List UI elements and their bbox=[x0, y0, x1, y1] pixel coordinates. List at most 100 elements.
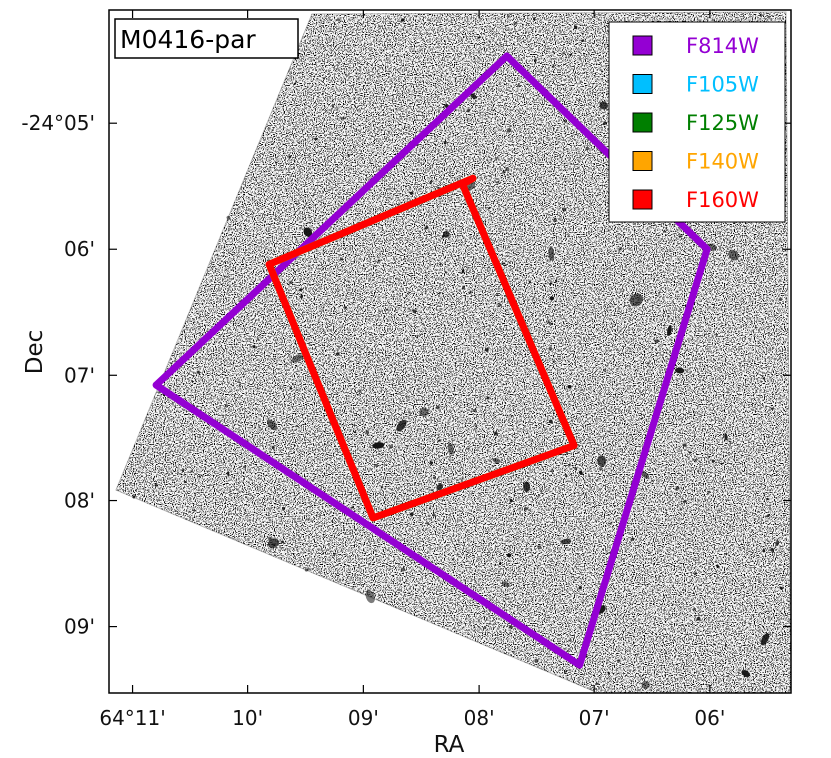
sky-source bbox=[537, 464, 539, 466]
sky-source bbox=[400, 567, 406, 572]
sky-source bbox=[299, 288, 303, 291]
sky-source bbox=[486, 396, 490, 400]
sky-source bbox=[583, 394, 586, 396]
sky-source bbox=[513, 21, 518, 25]
sky-source bbox=[567, 384, 572, 389]
sky-source bbox=[304, 216, 307, 218]
sky-source bbox=[567, 234, 570, 237]
sky-source bbox=[498, 561, 502, 565]
sky-source bbox=[473, 585, 475, 587]
sky-source bbox=[527, 284, 529, 287]
sky-source bbox=[560, 538, 572, 545]
sky-source bbox=[760, 633, 770, 646]
sky-source bbox=[618, 296, 621, 299]
sky-source bbox=[444, 271, 448, 274]
sky-source bbox=[485, 619, 488, 621]
sky-source bbox=[711, 459, 715, 463]
sky-source bbox=[648, 551, 651, 553]
sky-source bbox=[282, 507, 285, 511]
y-axis-label: Dec bbox=[22, 330, 48, 375]
sky-source bbox=[312, 538, 314, 541]
legend-label-f160w: F160W bbox=[686, 188, 759, 212]
sky-source bbox=[401, 18, 405, 22]
sky-source bbox=[497, 303, 502, 308]
sky-source bbox=[466, 309, 468, 312]
sky-source bbox=[199, 316, 201, 318]
sky-source bbox=[441, 234, 445, 238]
sky-source bbox=[340, 117, 346, 120]
sky-source bbox=[224, 403, 228, 408]
sky-source bbox=[693, 411, 695, 413]
sky-source bbox=[408, 291, 410, 294]
sky-source bbox=[272, 543, 276, 546]
sky-source bbox=[578, 99, 581, 101]
legend-label-f125w: F125W bbox=[686, 111, 759, 135]
sky-source bbox=[621, 628, 623, 630]
sky-source bbox=[429, 166, 432, 170]
sky-source bbox=[227, 290, 230, 292]
sky-source bbox=[597, 455, 607, 467]
y-tick-label: 08' bbox=[64, 489, 95, 513]
sky-source bbox=[562, 207, 567, 212]
sky-source bbox=[431, 450, 433, 452]
sky-source bbox=[654, 263, 656, 265]
sky-source bbox=[721, 357, 724, 359]
sky-source bbox=[607, 671, 610, 675]
sky-source bbox=[280, 540, 285, 544]
sky-source bbox=[369, 299, 372, 301]
sky-source bbox=[429, 507, 431, 510]
sky-source bbox=[325, 110, 327, 113]
sky-source bbox=[565, 474, 568, 478]
sky-source bbox=[509, 625, 513, 629]
sky-source bbox=[512, 650, 515, 654]
sky-source bbox=[538, 494, 540, 497]
legend-label-f140w: F140W bbox=[686, 150, 759, 174]
sky-source bbox=[562, 456, 564, 459]
sky-source bbox=[353, 424, 356, 427]
sky-source bbox=[379, 260, 381, 262]
sky-source bbox=[467, 447, 470, 450]
sky-source bbox=[565, 669, 568, 673]
sky-source bbox=[609, 521, 613, 526]
sky-source bbox=[354, 431, 357, 434]
sky-source bbox=[693, 458, 698, 461]
sky-source bbox=[276, 182, 278, 185]
sky-source bbox=[427, 252, 430, 255]
sky-source bbox=[451, 558, 454, 561]
sky-source bbox=[463, 36, 465, 38]
sky-source bbox=[425, 225, 429, 230]
sky-source bbox=[605, 553, 607, 555]
sky-source bbox=[485, 348, 489, 352]
sky-source bbox=[678, 235, 683, 238]
sky-source bbox=[216, 383, 218, 384]
sky-source bbox=[266, 419, 278, 431]
sky-source bbox=[344, 306, 348, 309]
sky-source bbox=[603, 369, 607, 373]
sky-source bbox=[574, 25, 578, 30]
sky-source bbox=[579, 470, 583, 475]
sky-source bbox=[548, 246, 555, 261]
legend-swatch-f814w bbox=[632, 35, 653, 56]
sky-source bbox=[772, 417, 774, 419]
sky-source bbox=[758, 581, 760, 584]
sky-source bbox=[682, 343, 685, 346]
sky-source bbox=[344, 73, 347, 77]
plot-frame bbox=[108, 9, 792, 694]
sky-source bbox=[304, 568, 309, 572]
sky-source bbox=[412, 309, 417, 314]
sky-source bbox=[563, 119, 567, 123]
sky-source bbox=[584, 493, 587, 496]
sky-source bbox=[715, 333, 719, 336]
sky-source bbox=[665, 651, 668, 654]
sky-source bbox=[696, 616, 701, 621]
sky-source bbox=[753, 518, 755, 519]
sky-source bbox=[438, 292, 441, 295]
sky-source bbox=[504, 264, 508, 266]
sky-source bbox=[455, 509, 457, 511]
sky-source bbox=[507, 15, 511, 18]
sky-source bbox=[439, 263, 442, 266]
sky-source bbox=[640, 260, 642, 262]
sky-source bbox=[766, 514, 771, 518]
y-axis: -24°05' 06' 07' 08' 09' bbox=[21, 111, 791, 639]
